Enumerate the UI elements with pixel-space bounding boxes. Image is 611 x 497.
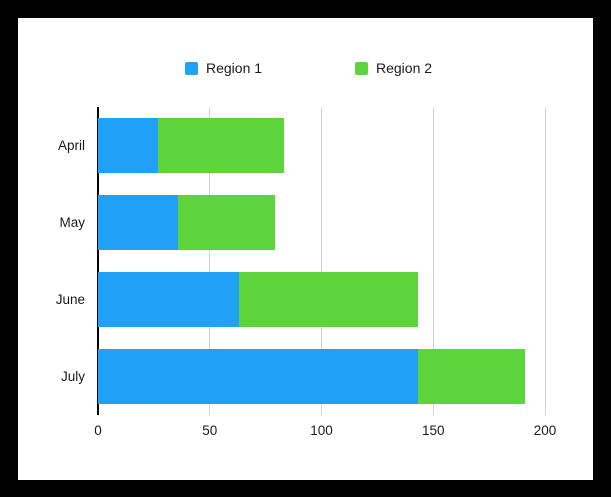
x-tick-label-150: 150 (421, 423, 445, 438)
bar-segment-july-region-2 (417, 349, 525, 404)
bar-segment-june-region-1 (98, 272, 239, 327)
x-tick-label-50: 50 (202, 423, 218, 438)
bar-segment-may-region-1 (98, 195, 179, 250)
bar-segment-june-region-2 (238, 272, 418, 327)
gridline-x-50 (209, 107, 211, 415)
y-category-label-may: May (59, 215, 85, 230)
legend-label-region-2: Region 2 (376, 60, 433, 76)
legend-label-region-1: Region 1 (206, 60, 263, 76)
plot-area (97, 107, 546, 415)
bar-row-june (98, 272, 545, 327)
chart-panel: Region 1 Region 2 April May June July 0 50 100… (18, 18, 593, 480)
chart-legend: Region 1 Region 2 (18, 60, 593, 76)
gridline-x-200 (544, 107, 546, 415)
x-tick-label-100: 100 (310, 423, 333, 438)
x-tick-label-0: 0 (94, 423, 102, 438)
bar-row-july (98, 349, 545, 404)
y-category-label-july: July (60, 369, 85, 384)
bar-segment-may-region-2 (178, 195, 275, 250)
y-axis-line (97, 107, 99, 415)
x-tick-label-200: 200 (533, 423, 557, 438)
y-category-label-june: June (55, 292, 85, 307)
gridline-x-100 (321, 107, 322, 415)
legend-swatch-region-1-icon (185, 61, 198, 75)
bar-row-may (98, 195, 545, 250)
bar-segment-april-region-2 (158, 118, 284, 173)
y-category-label-april: April (57, 138, 85, 153)
bar-segment-april-region-1 (98, 118, 159, 173)
bar-row-april (98, 118, 545, 173)
legend-item-region-1: Region 1 (185, 60, 262, 76)
legend-item-region-2: Region 2 (355, 60, 432, 76)
legend-swatch-region-2-icon (355, 61, 368, 75)
gridline-x-150 (432, 107, 434, 415)
bar-segment-july-region-1 (98, 349, 418, 404)
